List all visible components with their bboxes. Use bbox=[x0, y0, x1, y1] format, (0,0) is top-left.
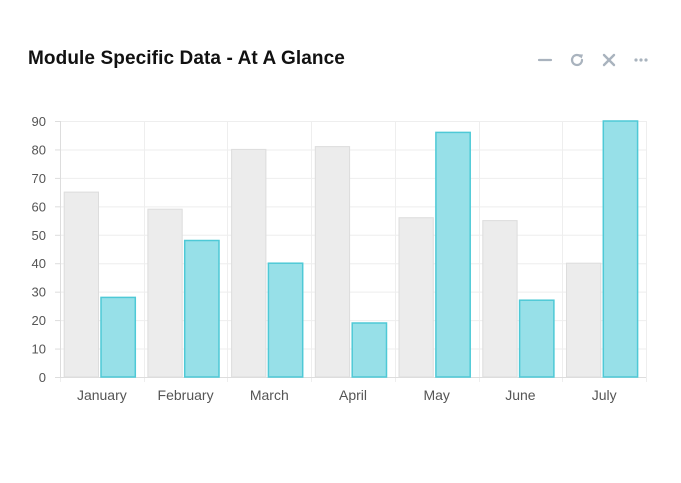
close-button[interactable] bbox=[599, 50, 619, 70]
bar-chart: 0 10 20 30 40 50 60 70 80 90 January February March A… bbox=[32, 114, 647, 403]
minimize-button[interactable] bbox=[535, 50, 555, 70]
bar-series1-may bbox=[398, 217, 434, 378]
y-tick-label: 30 bbox=[32, 285, 46, 300]
more-options-button[interactable] bbox=[631, 50, 651, 70]
x-tick-label: March bbox=[250, 387, 289, 403]
x-tick-label: July bbox=[592, 387, 617, 403]
y-tick-label: 40 bbox=[32, 256, 46, 271]
y-tick-label: 80 bbox=[32, 142, 46, 157]
x-tick-label: January bbox=[77, 387, 127, 403]
x-tick-label: June bbox=[505, 387, 536, 403]
chart-area: 0 10 20 30 40 50 60 70 80 90 January February March A… bbox=[0, 100, 681, 420]
x-tick-label: February bbox=[158, 387, 214, 403]
bar-series1-july bbox=[566, 262, 602, 378]
bar-series2-may bbox=[435, 131, 471, 378]
bar-series1-january bbox=[63, 191, 99, 378]
bar-series2-march bbox=[267, 262, 304, 378]
y-tick-label: 60 bbox=[32, 199, 46, 214]
y-tick-label: 20 bbox=[32, 313, 46, 328]
widget-toolbar bbox=[523, 50, 651, 70]
bar-series2-january bbox=[100, 296, 137, 378]
bar-series2-april bbox=[351, 322, 388, 378]
bar-series2-february bbox=[183, 239, 220, 378]
x-tick-label: April bbox=[339, 387, 367, 403]
y-tick-label: 90 bbox=[32, 114, 46, 129]
bar-series1-june bbox=[482, 220, 518, 378]
bar-series2-july bbox=[602, 120, 639, 378]
refresh-button[interactable] bbox=[567, 50, 587, 70]
more-icon bbox=[634, 58, 648, 62]
x-tick-label: May bbox=[423, 387, 449, 403]
y-tick-label: 0 bbox=[39, 370, 46, 385]
refresh-icon bbox=[570, 53, 584, 67]
bar-series1-march bbox=[231, 148, 267, 378]
widget-title: Module Specific Data - At A Glance bbox=[28, 48, 345, 69]
y-tick-label: 10 bbox=[32, 342, 46, 357]
widget-header: Module Specific Data - At A Glance bbox=[28, 44, 651, 74]
minimize-icon bbox=[537, 58, 553, 62]
close-icon bbox=[602, 53, 616, 67]
y-tick-label: 50 bbox=[32, 228, 46, 243]
bar-series2-june bbox=[518, 299, 555, 378]
y-tick-label: 70 bbox=[32, 171, 46, 186]
bar-series1-february bbox=[147, 208, 183, 378]
bar-series1-april bbox=[314, 146, 351, 378]
